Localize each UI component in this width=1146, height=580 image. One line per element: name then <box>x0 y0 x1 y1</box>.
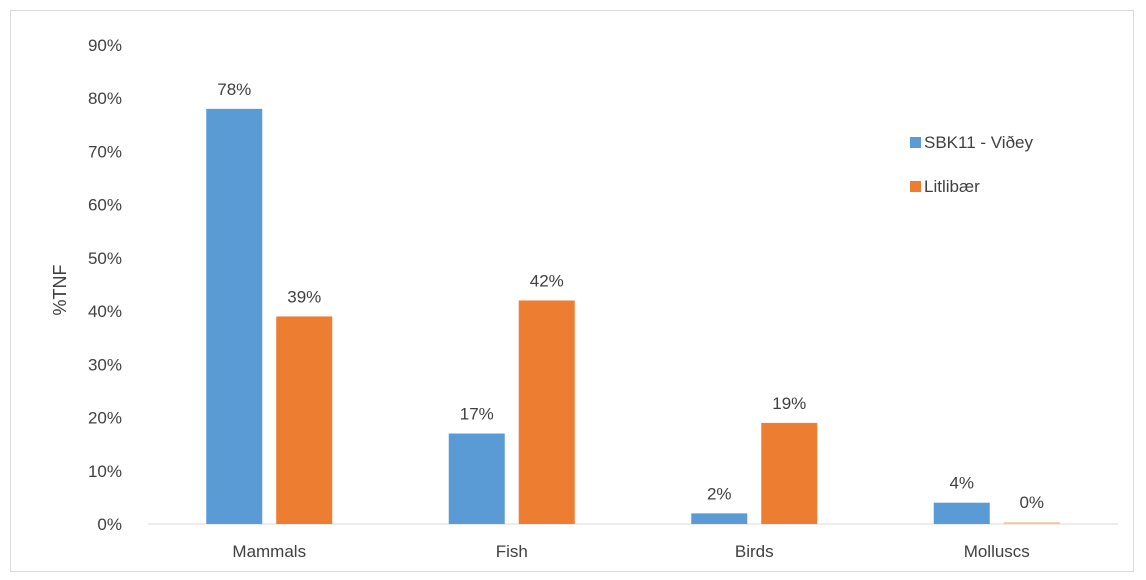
bar <box>691 513 748 524</box>
bar <box>206 108 263 524</box>
bar <box>448 433 505 524</box>
y-axis-label: %TNF <box>50 265 70 316</box>
y-tick-label: 20% <box>88 409 122 428</box>
data-label: 17% <box>460 405 494 424</box>
legend-swatch <box>910 181 921 192</box>
y-tick-label: 90% <box>88 36 122 55</box>
bar <box>761 422 818 524</box>
bar <box>933 502 990 524</box>
bar <box>276 316 333 524</box>
y-tick-label: 80% <box>88 89 122 108</box>
bar <box>518 300 575 524</box>
legend-label: SBK11 - Viðey <box>924 133 1033 152</box>
x-category-label: Birds <box>735 542 774 561</box>
data-label: 2% <box>707 484 732 503</box>
y-tick-label: 10% <box>88 462 122 481</box>
data-label: 78% <box>217 80 251 99</box>
bar <box>1003 522 1060 524</box>
x-category-label: Mammals <box>232 542 306 561</box>
data-label: 0% <box>1019 493 1044 512</box>
legend-label: Litlibær <box>924 177 980 196</box>
legend-swatch <box>910 137 921 148</box>
data-labels: 78% 39% 17% 42% 2% 19% 4% 0% <box>217 80 1044 512</box>
data-label: 39% <box>287 287 321 306</box>
legend: SBK11 - Viðey Litlibær <box>910 133 1033 196</box>
x-category-label: Molluscs <box>964 542 1030 561</box>
data-label: 42% <box>530 271 564 290</box>
x-category-label: Fish <box>496 542 528 561</box>
data-label: 4% <box>949 474 974 493</box>
y-tick-label: 40% <box>88 302 122 321</box>
y-tick-label: 0% <box>97 515 122 534</box>
y-tick-label: 30% <box>88 355 122 374</box>
y-tick-label: 60% <box>88 196 122 215</box>
bars <box>206 108 1060 524</box>
y-axis-ticks: 0% 10% 20% 30% 40% 50% 60% 70% 80% 90% <box>88 36 122 534</box>
y-tick-label: 70% <box>88 142 122 161</box>
x-axis-categories: Mammals Fish Birds Molluscs <box>232 542 1029 561</box>
data-label: 19% <box>772 394 806 413</box>
y-tick-label: 50% <box>88 249 122 268</box>
